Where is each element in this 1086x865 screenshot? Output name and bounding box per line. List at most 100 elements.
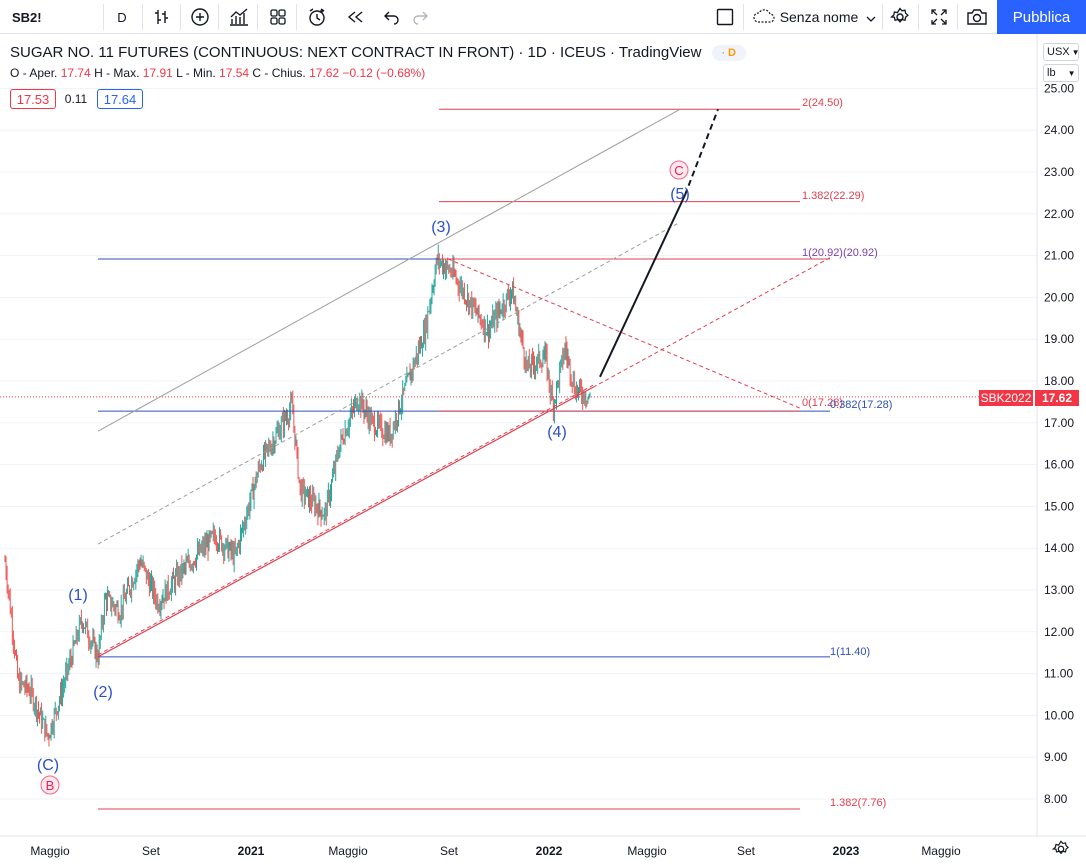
replay-icon[interactable] xyxy=(342,0,370,34)
layout-name-button[interactable]: Senza nome xyxy=(748,0,880,34)
close-label: C - Chius. xyxy=(252,66,306,80)
add-indicator-icon[interactable] xyxy=(186,0,214,34)
channel-lower-extension xyxy=(592,257,831,388)
unit-select[interactable]: lb ▼ xyxy=(1043,64,1079,82)
chart-settings-icon[interactable] xyxy=(1051,840,1072,860)
toolbar-divider xyxy=(743,4,744,30)
badge-letter: D xyxy=(728,47,736,60)
toolbar-divider xyxy=(957,4,958,30)
legend-title[interactable]: SUGAR NO. 11 FUTURES (CONTINUOUS: NEXT C… xyxy=(10,44,746,62)
badge-dot: · xyxy=(721,47,725,60)
time-tick-label: Set xyxy=(142,844,161,858)
settings-icon[interactable] xyxy=(886,0,914,34)
price-tick-label: 24.00 xyxy=(1044,123,1074,137)
symbol-price-tag: SBK2022 xyxy=(979,390,1033,406)
drawings-layer: (1) (2) (3) (4) (5) (C) B C 2(24.50) 1.382(22.29)… xyxy=(0,97,1037,810)
channel-upper-line xyxy=(97,108,681,432)
data-status-badge[interactable]: · D xyxy=(711,45,746,62)
wave-label-b-ring xyxy=(40,775,60,795)
chevron-down-icon: ▼ xyxy=(1067,68,1076,78)
top-toolbar: SB2! D Senza nome xyxy=(0,0,1086,34)
wave-label-4: (4) xyxy=(547,424,567,441)
open-value: 17.74 xyxy=(60,66,91,80)
price-bars xyxy=(4,244,591,747)
time-tick-label: 2021 xyxy=(238,844,265,858)
symbol-search-button[interactable]: SB2! xyxy=(12,9,42,25)
toolbar-divider xyxy=(103,4,104,30)
price-tick-label: 13.00 xyxy=(1044,583,1074,597)
wave-label-circle-c-ring xyxy=(669,160,689,180)
interval-button[interactable]: D xyxy=(117,9,127,25)
fib-label-0: 0(17.28) xyxy=(802,397,843,409)
wave-label-2: (2) xyxy=(93,684,113,701)
price-tick-label: 14.00 xyxy=(1044,541,1074,555)
time-tick-label: 2023 xyxy=(833,844,860,858)
price-tick-label: 11.00 xyxy=(1044,667,1073,681)
currency-select[interactable]: USX ▼ xyxy=(1043,43,1080,61)
time-tick-label: 2022 xyxy=(536,844,563,858)
fib-label-1: 1(20.92)(20.92) xyxy=(802,247,878,259)
price-tick-label: 10.00 xyxy=(1044,708,1074,722)
price-tick-label: 12.00 xyxy=(1044,625,1074,639)
channel-lower-dashed xyxy=(97,384,594,656)
redo-icon[interactable] xyxy=(406,0,434,34)
toolbar-divider xyxy=(296,4,297,30)
low-label: L - Min. xyxy=(176,66,216,80)
sell-price-button[interactable]: 17.53 xyxy=(10,89,56,109)
legend-ohlc: O - Aper. 17.74 H - Max. 17.91 L - Min. … xyxy=(10,66,425,80)
cloud-icon xyxy=(752,8,776,27)
channel-lower-line xyxy=(97,386,594,658)
projection-dashed-line xyxy=(684,108,719,196)
time-axis: Maggio Set 2021 Maggio Set 2022 Maggio Set 2023 M… xyxy=(0,835,1086,858)
toolbar-divider xyxy=(257,4,258,30)
toolbar-divider xyxy=(882,4,883,30)
publish-button[interactable]: Pubblica xyxy=(997,0,1086,34)
wave-label-circle-c: C xyxy=(674,163,683,178)
chart-canvas[interactable]: (1) (2) (3) (4) (5) (C) B C 2(24.50) 1.382(22.29)… xyxy=(0,34,1086,865)
price-axis: 25.00 24.00 23.00 22.00 21.00 20.00 19.00 18.00… xyxy=(1036,34,1074,836)
time-tick-label: Maggio xyxy=(921,844,961,858)
price-tick-label: 15.00 xyxy=(1044,499,1074,513)
alert-icon[interactable] xyxy=(303,0,331,34)
projection-line xyxy=(599,194,686,378)
price-tick-label: 19.00 xyxy=(1044,332,1074,346)
time-tick-label: Maggio xyxy=(627,844,667,858)
toolbar-divider xyxy=(218,4,219,30)
spread-value: 0.11 xyxy=(64,92,88,106)
fib-label-1-lower: 1(11.40) xyxy=(830,646,870,658)
fullscreen-icon[interactable] xyxy=(925,0,953,34)
price-tick-label: 21.00 xyxy=(1044,249,1074,263)
close-value: 17.62 xyxy=(309,66,340,80)
templates-icon[interactable] xyxy=(264,0,292,34)
indicators-icon[interactable] xyxy=(225,0,253,34)
chevron-down-icon: ▼ xyxy=(1071,47,1080,57)
wave-label-b: B xyxy=(46,778,55,793)
time-tick-label: Maggio xyxy=(30,844,70,858)
toolbar-divider xyxy=(918,4,919,30)
time-tick-label: Set xyxy=(737,844,756,858)
price-tick-label: 20.00 xyxy=(1044,290,1074,304)
undo-icon[interactable] xyxy=(378,0,406,34)
change-value: −0.12 (−0.68%) xyxy=(342,66,426,80)
toolbar-divider xyxy=(180,4,181,30)
symbol-description: SUGAR NO. 11 FUTURES (CONTINUOUS: NEXT C… xyxy=(10,44,702,61)
time-tick-label: Set xyxy=(440,844,459,858)
layout-icon[interactable] xyxy=(711,0,739,34)
toolbar-divider xyxy=(142,4,143,30)
price-tick-label: 17.00 xyxy=(1044,416,1074,430)
price-tick-label: 16.00 xyxy=(1044,458,1074,472)
price-tick-label: 25.00 xyxy=(1044,81,1074,95)
high-value: 17.91 xyxy=(142,66,173,80)
buy-price-button[interactable]: 17.64 xyxy=(97,89,143,109)
layout-name-label: Senza nome xyxy=(779,9,859,25)
price-tick-label: 23.00 xyxy=(1044,165,1074,179)
high-label: H - Max. xyxy=(94,66,140,80)
price-tick-label: 18.00 xyxy=(1044,374,1074,388)
currency-label: USX xyxy=(1047,46,1070,58)
chart-grid xyxy=(0,87,1037,800)
bar-style-icon[interactable] xyxy=(148,0,176,34)
snapshot-icon[interactable] xyxy=(963,0,991,34)
fib-label-1382-lower: 1.382(7.76) xyxy=(830,797,886,809)
price-tick-label: 22.00 xyxy=(1044,207,1074,221)
open-label: O - Aper. xyxy=(10,66,58,80)
